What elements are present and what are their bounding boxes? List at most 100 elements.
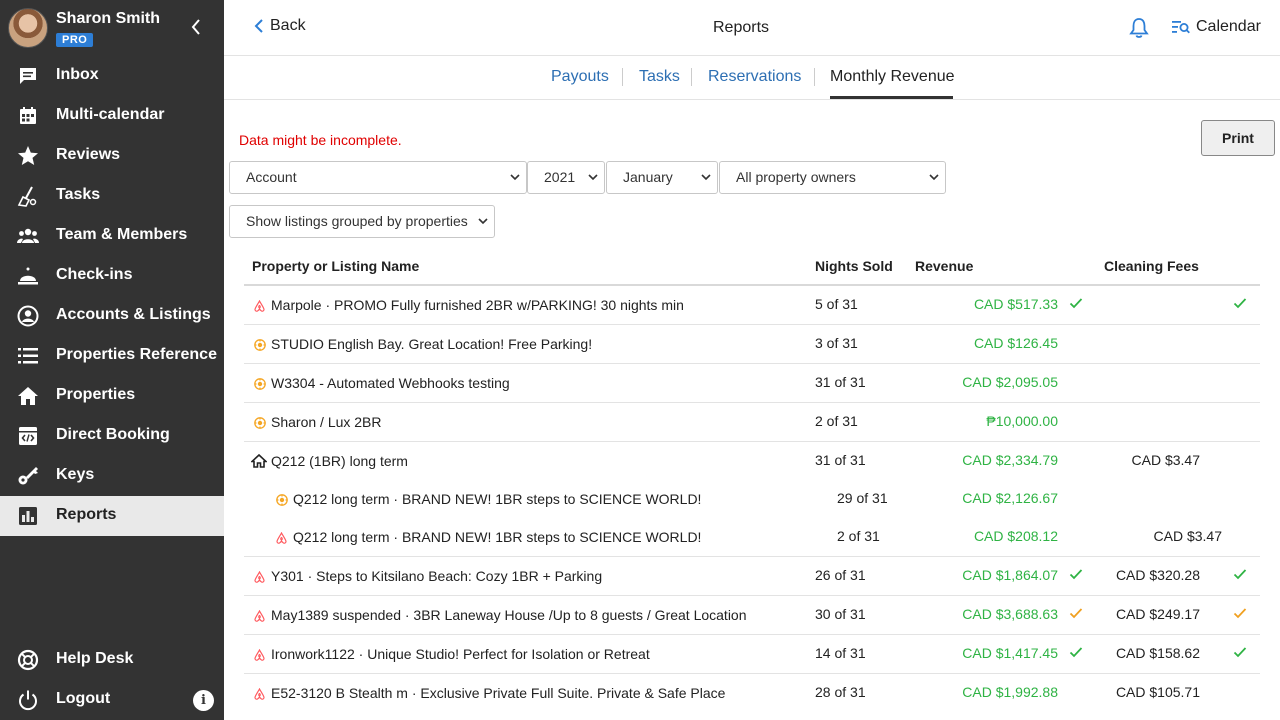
- tab-divider: [691, 68, 692, 86]
- revenue-check-icon: [1069, 296, 1083, 314]
- revenue-value: CAD $3,688.63: [962, 606, 1058, 622]
- home-icon: [17, 385, 39, 407]
- calendar-search-icon: [1172, 21, 1190, 34]
- chevron-down-icon: [588, 162, 598, 204]
- sidebar-item-label: Reports: [56, 506, 117, 523]
- page-title: Reports: [712, 19, 770, 36]
- listing-name[interactable]: Y301 · Steps to Kitsilano Beach: Cozy 1B…: [271, 568, 603, 584]
- sidebar-item-team-members[interactable]: Team & Members: [0, 216, 224, 256]
- power-icon: [17, 689, 39, 711]
- listing-name[interactable]: STUDIO English Bay. Great Location! Free…: [271, 336, 593, 352]
- chevron-down-icon: [929, 162, 939, 204]
- sidebar-item-label: Logout: [56, 690, 111, 707]
- sidebar-item-inbox[interactable]: Inbox: [0, 56, 224, 96]
- revenue-value: CAD $517.33: [973, 296, 1058, 312]
- sidebar-item-properties-reference[interactable]: Properties Reference: [0, 336, 224, 376]
- column-header-nights[interactable]: Nights Sold: [815, 258, 893, 274]
- notifications-button[interactable]: [1129, 17, 1149, 44]
- calendar-button[interactable]: Calendar: [1172, 18, 1261, 36]
- tab-monthly-revenue[interactable]: Monthly Revenue: [830, 68, 955, 85]
- calendar-icon: [17, 105, 39, 127]
- airbnb-icon: [254, 609, 265, 627]
- report-tabs: Payouts Tasks Reservations Monthly Reven…: [224, 56, 1280, 100]
- cleaning-fee-value: CAD $158.62: [1115, 645, 1200, 661]
- sidebar-item-label: Reviews: [56, 146, 121, 163]
- avatar[interactable]: [8, 8, 48, 48]
- listing-name[interactable]: E52-3120 B Stealth m · Exclusive Private…: [271, 685, 726, 701]
- listing-name[interactable]: Sharon / Lux 2BR: [271, 414, 382, 430]
- star-icon: [17, 145, 39, 167]
- bar-chart-icon: [17, 505, 39, 527]
- sidebar-item-label: Multi-calendar: [56, 106, 165, 123]
- listing-name[interactable]: Ironwork1122 · Unique Studio! Perfect fo…: [271, 646, 650, 662]
- chevron-down-icon: [478, 206, 488, 248]
- nights-sold: 28 of 31: [815, 684, 866, 700]
- tab-tasks[interactable]: Tasks: [639, 68, 680, 85]
- cleaning-fee-check-icon: [1233, 296, 1247, 314]
- sidebar-item-logout[interactable]: Logout: [0, 680, 224, 720]
- revenue-check-icon: [1069, 606, 1083, 624]
- nights-sold: 31 of 31: [815, 452, 866, 468]
- row-divider: [244, 673, 1260, 674]
- sidebar-item-reviews[interactable]: Reviews: [0, 136, 224, 176]
- row-divider: [244, 402, 1260, 403]
- listing-name[interactable]: Q212 long term · BRAND NEW! 1BR steps to…: [293, 529, 702, 545]
- column-header-revenue[interactable]: Revenue: [915, 258, 974, 274]
- incomplete-data-warning: Data might be incomplete.: [239, 132, 402, 148]
- cleaning-fee-check-icon: [1233, 567, 1247, 585]
- back-button[interactable]: Back: [254, 17, 306, 35]
- sidebar-item-label: Help Desk: [56, 650, 134, 667]
- sidebar-item-reports[interactable]: Reports: [0, 496, 224, 536]
- print-button[interactable]: Print: [1201, 120, 1275, 156]
- cleaning-fee-value: CAD $320.28: [1115, 567, 1200, 583]
- listing-name[interactable]: W3304 - Automated Webhooks testing: [271, 375, 510, 391]
- team-icon: [17, 225, 39, 247]
- tab-reservations[interactable]: Reservations: [708, 68, 802, 85]
- listing-name[interactable]: May1389 suspended · 3BR Laneway House /U…: [271, 607, 747, 623]
- column-header-name[interactable]: Property or Listing Name: [252, 258, 420, 274]
- listing-name[interactable]: Marpole · PROMO Fully furnished 2BR w/PA…: [271, 297, 684, 313]
- nights-sold: 2 of 31: [837, 528, 880, 544]
- sidebar-item-check-ins[interactable]: Check-ins: [0, 256, 224, 296]
- listing-name[interactable]: Q212 (1BR) long term: [271, 453, 408, 469]
- month-select[interactable]: January: [606, 161, 718, 194]
- sidebar-item-tasks[interactable]: Tasks: [0, 176, 224, 216]
- bell-icon: [1129, 18, 1149, 38]
- sidebar-item-label: Keys: [56, 466, 95, 483]
- code-browser-icon: [17, 425, 39, 447]
- info-icon[interactable]: i: [193, 690, 214, 711]
- sidebar-item-properties[interactable]: Properties: [0, 376, 224, 416]
- revenue-check-icon: [1069, 567, 1083, 585]
- cleaning-fee-value: CAD $249.17: [1115, 606, 1200, 622]
- sidebar-item-label: Properties: [56, 386, 136, 403]
- column-header-cleaning-fees[interactable]: Cleaning Fees: [1104, 258, 1199, 274]
- chevron-down-icon: [510, 162, 520, 204]
- row-divider: [244, 441, 1260, 442]
- sidebar-item-keys[interactable]: Keys: [0, 456, 224, 496]
- sidebar-item-label: Direct Booking: [56, 426, 170, 443]
- revenue-value: ₱10,000.00: [986, 413, 1058, 429]
- sidebar-item-direct-booking[interactable]: Direct Booking: [0, 416, 224, 456]
- chevron-left-icon: [254, 19, 263, 33]
- airbnb-icon: [254, 687, 265, 705]
- row-divider: [244, 324, 1260, 325]
- year-select[interactable]: 2021: [527, 161, 605, 194]
- top-header: Back Reports Calendar: [224, 0, 1280, 56]
- sidebar-item-multi-calendar[interactable]: Multi-calendar: [0, 96, 224, 136]
- user-name: Sharon Smith: [56, 10, 161, 27]
- grouping-select[interactable]: Show listings grouped by properties: [229, 205, 495, 238]
- property-owner-select[interactable]: All property owners: [719, 161, 946, 194]
- account-select-value: Account: [246, 169, 297, 185]
- sidebar-item-accounts-listings[interactable]: Accounts & Listings: [0, 296, 224, 336]
- nights-sold: 31 of 31: [815, 374, 866, 390]
- listing-name[interactable]: Q212 long term · BRAND NEW! 1BR steps to…: [293, 491, 702, 507]
- airbnb-icon: [254, 299, 265, 317]
- sidebar-item-label: Properties Reference: [56, 346, 217, 363]
- collapse-sidebar-button[interactable]: [186, 18, 206, 42]
- cleaning-fee-value: CAD $105.71: [1115, 684, 1200, 700]
- sidebar-item-help-desk[interactable]: Help Desk: [0, 640, 224, 680]
- row-divider: [244, 595, 1260, 596]
- calendar-label: Calendar: [1196, 18, 1261, 35]
- tab-payouts[interactable]: Payouts: [551, 68, 609, 85]
- account-select[interactable]: Account: [229, 161, 527, 194]
